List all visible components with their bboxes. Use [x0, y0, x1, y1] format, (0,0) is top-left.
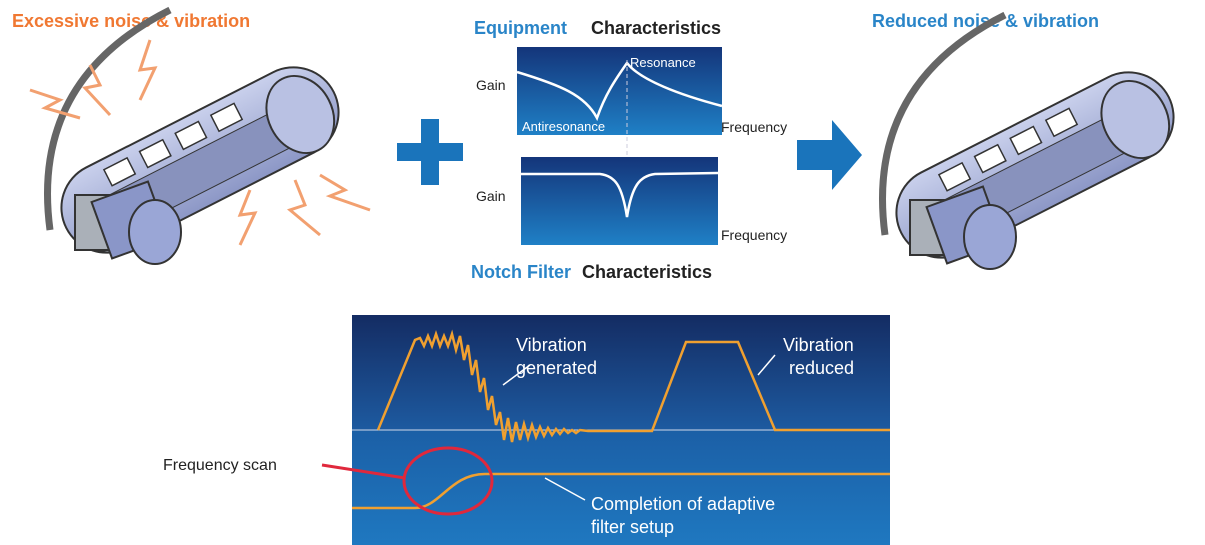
vibration-waveform	[376, 329, 890, 443]
notch-x-label: Frequency	[721, 227, 787, 243]
pointer-completion	[544, 477, 586, 501]
equipment-y-label: Gain	[476, 77, 506, 93]
vibration-reduced-2: reduced	[789, 358, 854, 378]
scan-pointer	[321, 463, 406, 480]
frequency-scan-label: Frequency scan	[163, 457, 277, 474]
conveyor-quiet	[881, 15, 1189, 273]
completion-2: filter setup	[591, 517, 674, 537]
conveyor-noisy	[46, 10, 354, 268]
left-title: Excessive noise & vibration	[12, 11, 250, 31]
equipment-title: Characteristics	[591, 18, 721, 38]
vibration-generated-2: generated	[516, 358, 597, 378]
timing-top	[352, 315, 890, 430]
notch-curve	[521, 171, 719, 218]
equipment-plot	[517, 47, 722, 135]
resonance-label: Resonance	[630, 55, 696, 70]
equipment-curve	[516, 60, 723, 122]
notch-plot	[521, 157, 718, 245]
completion-1: Completion of adaptive	[591, 494, 775, 514]
notch-y-label: Gain	[476, 188, 506, 204]
result-arrow	[797, 120, 862, 190]
filter-waveform	[352, 472, 890, 510]
pointer-generated	[502, 364, 531, 386]
vibration-bolts	[29, 39, 371, 246]
scan-circle	[402, 446, 494, 516]
equipment-title-highlight: Equipment	[474, 18, 567, 38]
pointer-reduced	[757, 354, 776, 376]
vibration-generated-1: Vibration	[516, 335, 587, 355]
plus-sign	[397, 119, 463, 185]
right-title: Reduced noise & vibration	[872, 11, 1099, 31]
vibration-reduced-1: Vibration	[783, 335, 854, 355]
antiresonance-label: Antiresonance	[522, 119, 605, 134]
notch-title-highlight: Notch Filter	[471, 262, 571, 282]
notch-title: Characteristics	[582, 262, 712, 282]
equipment-x-label: Frequency	[721, 119, 787, 135]
